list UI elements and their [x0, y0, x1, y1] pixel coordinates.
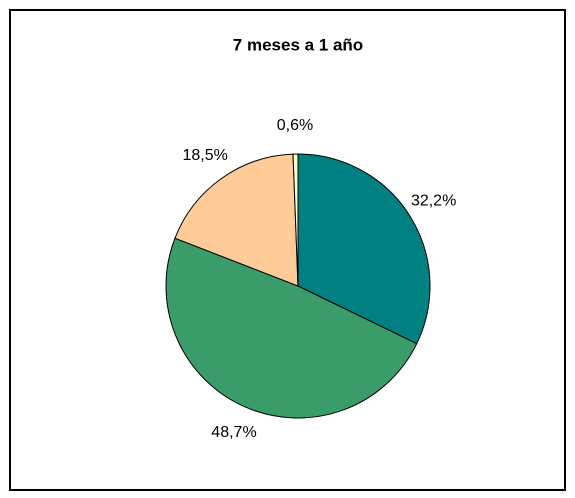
chart-title: 7 meses a 1 año	[233, 35, 363, 54]
pie-slice	[165, 237, 418, 419]
data-label: 18,5%	[182, 147, 227, 164]
pie-slice	[292, 153, 299, 287]
pie-slice	[297, 153, 431, 345]
data-label: 32,2%	[411, 192, 456, 209]
pie-slice	[174, 153, 299, 287]
data-label: 48,7%	[211, 424, 256, 441]
data-label: 0,6%	[277, 117, 313, 134]
